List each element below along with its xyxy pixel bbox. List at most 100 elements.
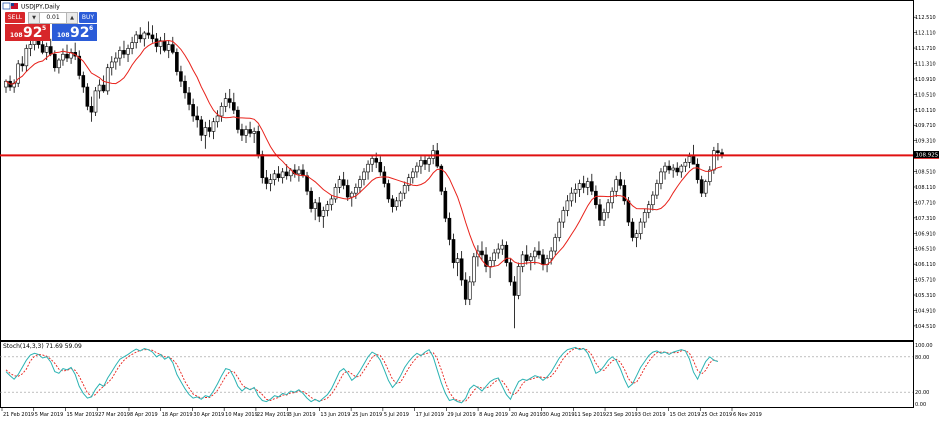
lot-size-input[interactable]: 0.01 — [39, 12, 67, 24]
ask-price-button[interactable]: 108 92 6 — [52, 24, 97, 41]
candle-body — [537, 250, 541, 256]
candle-body — [480, 250, 484, 256]
candle-body — [699, 179, 704, 194]
candle-body — [138, 34, 143, 40]
stoch-label: Stoch(14,3,3) 71.69 59.09 — [3, 343, 82, 350]
price-tick-label: 112.110 — [915, 31, 936, 37]
bid-pips: 92 — [23, 25, 43, 41]
candle-body — [313, 202, 317, 209]
main-pane[interactable] — [0, 0, 914, 341]
candle-body — [528, 256, 533, 261]
time-tick-label: 8 Aug 2019 — [479, 412, 508, 418]
candle-body — [366, 163, 370, 173]
candle-body — [362, 171, 366, 180]
candle-body — [114, 57, 118, 63]
candle-body — [349, 192, 354, 198]
one-click-trading-panel[interactable]: SELL ▼ 0.01 ▲ BUY 108 92 5 108 92 6 — [3, 12, 97, 41]
candle-body — [126, 48, 130, 55]
time-tick-label: 21 Feb 2019 — [3, 412, 34, 418]
sell-button[interactable]: SELL — [5, 12, 25, 23]
candle-body — [284, 171, 289, 177]
time-tick-label: 23 Sep 2019 — [606, 412, 638, 418]
candle-body — [687, 156, 692, 163]
candle-body — [451, 239, 456, 263]
candle-body — [565, 200, 570, 211]
chart-window-icon — [2, 2, 18, 10]
candle-body — [61, 53, 65, 61]
candle-body — [191, 104, 195, 117]
price-tick-label: 110.110 — [915, 108, 936, 114]
candle-body — [394, 200, 399, 207]
price-tick-label: 104.910 — [915, 308, 936, 314]
candle-body — [435, 150, 440, 167]
candle-body — [488, 260, 492, 267]
candle-body — [130, 42, 134, 49]
candle-body — [354, 187, 358, 194]
candle-body — [260, 154, 265, 179]
stoch-pane[interactable] — [0, 341, 914, 408]
candle-body — [179, 71, 183, 82]
candle-body — [496, 248, 501, 254]
price-tick-label: 107.310 — [915, 216, 936, 222]
candle-body — [415, 165, 419, 173]
candle-body — [85, 86, 90, 107]
price-tick-label: 111.710 — [915, 46, 936, 52]
candle-body — [374, 158, 379, 163]
candle-body — [268, 179, 273, 184]
bid-price-tag-label: 108.925 — [916, 153, 939, 159]
candle-body — [227, 98, 232, 103]
candle-body — [215, 115, 220, 123]
price-tick-label: 108.510 — [915, 170, 936, 176]
candle-body — [101, 84, 106, 92]
time-tick-label: 13 Jun 2019 — [320, 412, 350, 418]
candle-body — [553, 237, 558, 252]
triangle-up-icon[interactable]: ▲ — [66, 12, 78, 24]
time-tick-label: 27 Mar 2019 — [98, 412, 130, 418]
candle-body — [207, 127, 212, 132]
time-tick-label: 3 Jun 2019 — [289, 412, 316, 418]
time-tick-label: 5 Jul 2019 — [384, 412, 409, 418]
candle-body — [203, 127, 208, 136]
price-tick-label: 108.110 — [915, 185, 936, 191]
time-tick-label: 3 Oct 2019 — [638, 412, 666, 418]
stoch-level-label: 100.00 — [915, 343, 933, 349]
candle-body — [248, 129, 252, 134]
candle-body — [492, 252, 496, 261]
candle-body — [122, 50, 126, 55]
candle-body — [423, 160, 427, 165]
candle-body — [297, 169, 301, 175]
stoch-signal-line — [5, 348, 719, 402]
candle-body — [484, 254, 488, 267]
bid-price-button[interactable]: 108 92 5 — [5, 24, 50, 41]
candle-body — [321, 210, 326, 217]
time-tick-label: 18 Apr 2019 — [162, 412, 193, 418]
candle-body — [44, 46, 49, 53]
candle-body — [402, 185, 407, 194]
price-tick-label: 111.310 — [915, 61, 936, 67]
candle-body — [455, 258, 460, 263]
candle-body — [427, 158, 431, 165]
candle-body — [142, 32, 147, 40]
candle-body — [679, 165, 684, 173]
candle-body — [614, 179, 619, 192]
stoch-main-line — [5, 346, 719, 404]
candle-body — [622, 185, 627, 202]
price-tick-label: 110.510 — [915, 92, 936, 98]
candle-body — [150, 34, 155, 40]
candle-body — [675, 167, 680, 173]
buy-button[interactable]: BUY — [79, 12, 97, 23]
time-tick-label: 5 Mar 2019 — [35, 412, 64, 418]
candle-body — [524, 254, 529, 261]
time-axis: 21 Feb 2019 5 Mar 2019 15 Mar 2019 27 Mar 2… — [1, 408, 762, 418]
candle-body — [378, 161, 383, 173]
candle-body — [89, 106, 94, 113]
candle-body — [28, 44, 33, 49]
candle-body — [162, 40, 167, 51]
candle-body — [626, 200, 631, 223]
candle-body — [585, 181, 590, 188]
candle-body — [199, 119, 204, 136]
candle-body — [398, 192, 403, 202]
candle-body — [301, 169, 305, 177]
